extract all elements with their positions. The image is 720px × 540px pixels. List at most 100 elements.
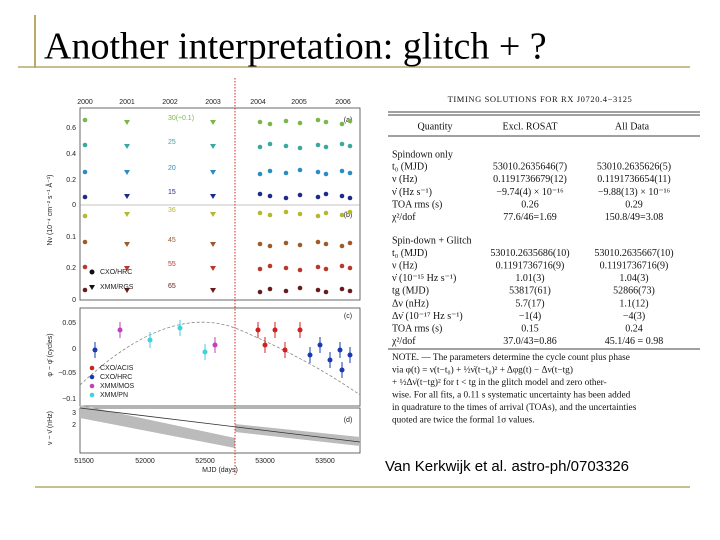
point [339,212,345,218]
point [283,143,289,149]
point [257,266,263,272]
point [347,209,353,215]
point [124,212,130,217]
point [339,168,345,174]
x-axis-label: MJD (days) [202,467,238,474]
table-cell: TOA rms (s) [392,323,442,334]
point [257,171,263,177]
point [323,266,329,272]
point [317,342,323,348]
y-tick-label: 0.1 [66,234,76,241]
point [210,144,216,149]
y-tick-label: 0 [72,202,76,209]
band [235,424,360,446]
point [82,264,88,270]
year-label: 2006 [335,99,351,106]
point [283,209,289,215]
point [267,141,273,147]
table-cell: t₀ (MJD) [392,248,427,259]
point [315,117,321,123]
panel-label: (d) [344,417,353,424]
x-tick-label: 53500 [315,458,335,465]
point [339,141,345,147]
point [92,347,98,353]
point [177,325,183,331]
year-label: 2001 [119,99,135,106]
point [315,142,321,148]
point [257,289,263,295]
point [315,194,321,200]
point [210,194,216,199]
point [347,352,353,358]
band [80,405,235,448]
y-tick-label: 3 [72,410,76,417]
point [82,287,88,293]
table-cell: 0.1191736716(9) [600,260,669,271]
legend-label: CXO/HRC [100,374,132,381]
point [323,241,329,247]
point [297,327,303,333]
energy-label: 55 [168,261,176,268]
y-axis-label: Nν (10⁻⁴ cm⁻² s⁻¹ Å⁻¹) [45,174,54,245]
year-label: 2002 [162,99,178,106]
table-cell: 53010.2635646(7) [493,162,567,173]
x-tick-label: 51500 [74,458,94,465]
point [124,170,130,175]
table-cell: χ²/dof [391,212,416,223]
point [339,263,345,269]
y-tick-label: 2 [72,422,76,429]
table-cell: −1(4) [519,311,541,322]
point [347,118,353,124]
caption: Van Kerkwijk et al. astro-ph/0703326 [385,458,629,475]
section-label: Spin-down + Glitch [392,236,472,247]
point [272,327,278,333]
point [82,117,88,123]
point [297,145,303,151]
legend-marker [89,392,95,398]
point [283,118,289,124]
y-tick-label: 0 [72,297,76,304]
point [267,286,273,292]
section-label: Spindown only [392,149,453,160]
point [267,168,273,174]
table-cell: 53010.2635667(10) [594,248,673,259]
point [255,327,261,333]
table-note: via φ(t) = ν(t−t₀) + ½ν̇(t−t₀)² + Δφg(t)… [392,365,573,376]
point [257,241,263,247]
point [210,266,216,271]
panel-frame [79,107,361,301]
table-note: quoted are twice the formal 1σ values. [392,415,535,426]
point [257,119,263,125]
point [267,193,273,199]
table-cell: 52866(73) [613,286,655,297]
point [210,242,216,247]
point [323,210,329,216]
point [315,169,321,175]
point [297,285,303,291]
x-tick-label: 53000 [255,458,275,465]
table-cell: 0.1191736679(12) [493,174,567,185]
point [124,288,130,293]
point [339,286,345,292]
legend-marker [89,374,95,380]
y-tick-label: 0.6 [66,125,76,132]
point [347,170,353,176]
point [339,121,345,127]
point [283,265,289,271]
point [347,195,353,201]
point [147,337,153,343]
energy-label: 30(÷0.1) [168,115,194,122]
table-cell: 77.6/46=1.69 [503,212,556,223]
table-cell: −4(3) [623,311,645,322]
point [267,263,273,269]
point [297,242,303,248]
table-cell: −9.88(13) × 10⁻¹⁶ [598,187,671,198]
table-cell: Δν (nHz) [392,298,429,309]
table-note: in quadrature to the times of arrival (T… [392,402,637,413]
point [315,287,321,293]
point [210,288,216,293]
point [323,144,329,150]
point [339,367,345,373]
point [307,352,313,358]
point [124,144,130,149]
